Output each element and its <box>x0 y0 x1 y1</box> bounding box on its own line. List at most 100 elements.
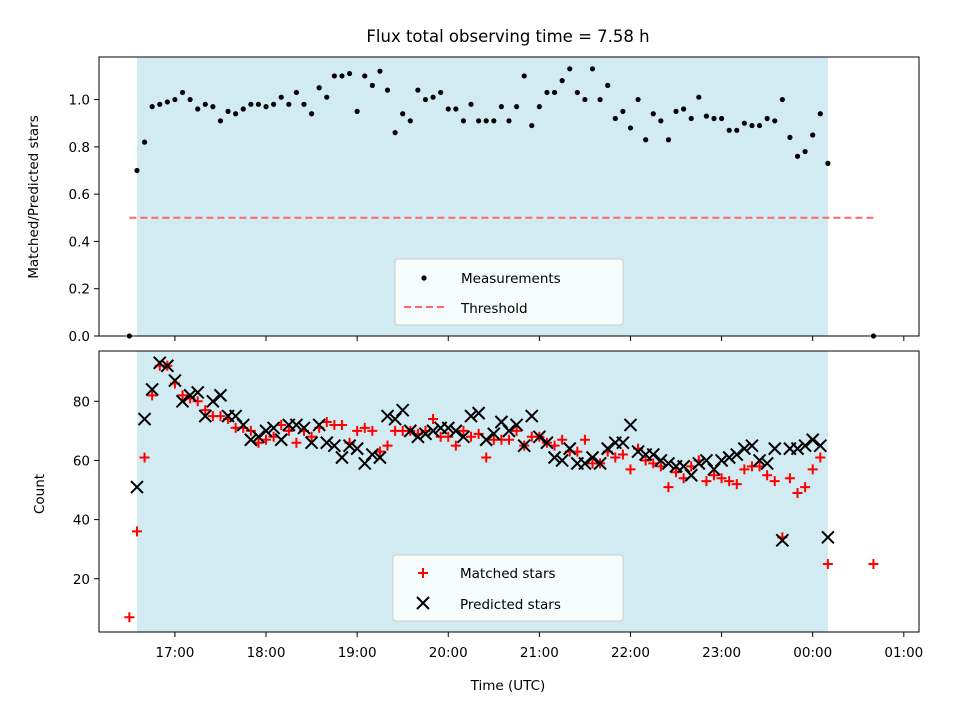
measurement-point <box>787 134 793 140</box>
measurement-point <box>551 89 558 96</box>
predicted-star-point <box>251 430 266 444</box>
measurement-point <box>802 148 808 155</box>
matched-star-point <box>352 425 363 436</box>
matched-star-point <box>382 440 393 451</box>
measurement-point <box>476 118 482 124</box>
predicted-star-point <box>289 418 304 432</box>
predicted-star-point <box>600 441 615 456</box>
legend-matched-marker <box>418 568 428 578</box>
measurement-point <box>255 101 262 107</box>
measurement-point <box>627 125 634 131</box>
matched-star-point <box>428 414 439 425</box>
measurement-point <box>195 106 201 112</box>
predicted-star-point <box>471 406 486 420</box>
measurement-point <box>756 122 763 129</box>
predicted-star-point <box>593 456 607 471</box>
bottom-y-label: Count <box>32 474 48 514</box>
matched-star-point <box>784 473 795 484</box>
chart-title: Flux total observing time = 7.58 h <box>366 27 649 46</box>
matched-star-point <box>245 425 256 436</box>
matched-star-point <box>769 476 780 487</box>
measurement-point <box>392 130 398 136</box>
top-points <box>126 66 877 339</box>
measurement-point <box>597 96 603 103</box>
measurement-point <box>445 106 451 112</box>
legend-matched-label: Matched stars <box>460 566 556 582</box>
predicted-star-point <box>745 438 759 453</box>
measurement-point <box>559 78 565 84</box>
x-tick-label: 01:00 <box>884 645 923 661</box>
predicted-star-point <box>578 456 592 471</box>
measurement-point <box>141 139 148 145</box>
matched-star-point <box>640 455 651 466</box>
measurement-point <box>293 89 300 96</box>
matched-star-point <box>336 419 347 430</box>
matched-star-point <box>625 464 636 475</box>
measurement-point <box>438 89 444 96</box>
measurement-point <box>650 111 656 117</box>
predicted-star-point <box>714 453 729 468</box>
predicted-star-point <box>760 456 774 471</box>
matched-star-point <box>617 449 628 460</box>
predicted-star-point <box>259 424 273 438</box>
measurement-point <box>749 122 755 129</box>
bottom-y-tick-label: 20 <box>73 572 90 588</box>
predicted-star-point <box>768 441 782 456</box>
measurement-point <box>134 167 140 174</box>
matched-star-point <box>800 482 811 493</box>
predicted-star-point <box>692 456 706 471</box>
matched-star-point <box>762 470 773 481</box>
predicted-star-point <box>502 424 516 438</box>
measurement-point <box>286 101 292 107</box>
measurement-point <box>589 66 596 72</box>
predicted-star-point <box>661 456 676 471</box>
matched-star-point <box>792 487 803 498</box>
predicted-star-point <box>160 359 175 373</box>
predicted-star-point <box>312 418 326 432</box>
predicted-star-point <box>183 388 197 403</box>
measurement-point <box>810 132 816 138</box>
measurement-point <box>779 96 785 103</box>
matched-star-point <box>557 434 568 445</box>
predicted-star-point <box>737 441 752 456</box>
measurement-point <box>567 66 573 72</box>
matched-star-point <box>724 476 735 487</box>
measurement-point <box>491 118 497 124</box>
measurement-point <box>346 70 353 77</box>
top-panel: 0.0 0.2 0.4 0.6 0.8 1.0 Matched/Predicted sta… <box>26 56 920 345</box>
predicted-star-point <box>805 433 820 447</box>
measurement-point <box>635 96 641 103</box>
predicted-star-point <box>525 409 539 423</box>
top-legend: Measurements Threshold <box>394 258 624 326</box>
matched-star-point <box>709 470 719 481</box>
bottom-legend: Matched stars Predicted stars <box>392 554 624 622</box>
top-x-ticks <box>174 336 905 341</box>
measurement-point <box>544 89 550 96</box>
predicted-star-point <box>198 409 213 423</box>
measurement-point <box>331 73 337 79</box>
measurement-point <box>377 68 383 74</box>
matched-star-point <box>610 452 621 463</box>
measurement-point <box>149 104 155 110</box>
predicted-star-point <box>411 430 425 444</box>
matched-star-point <box>807 464 818 475</box>
matched-star-point <box>306 431 317 442</box>
matched-star-point <box>739 464 750 475</box>
predicted-star-point <box>631 444 645 459</box>
legend-measurements-marker <box>421 275 427 281</box>
matched-star-point <box>124 612 135 623</box>
top-y-tick-label: 0.0 <box>69 329 90 345</box>
predicted-star-point <box>449 424 463 438</box>
measurement-point <box>263 104 269 110</box>
measurement-point <box>718 115 725 122</box>
top-legend-box <box>394 258 624 326</box>
measurement-point <box>726 127 732 133</box>
x-tick-label: 00:00 <box>793 645 832 661</box>
predicted-star-point <box>790 441 805 456</box>
predicted-star-point <box>646 447 660 462</box>
legend-predicted-marker <box>416 596 430 610</box>
measurement-point <box>240 106 246 112</box>
measurement-point <box>711 115 717 122</box>
measurement-point <box>605 82 611 88</box>
